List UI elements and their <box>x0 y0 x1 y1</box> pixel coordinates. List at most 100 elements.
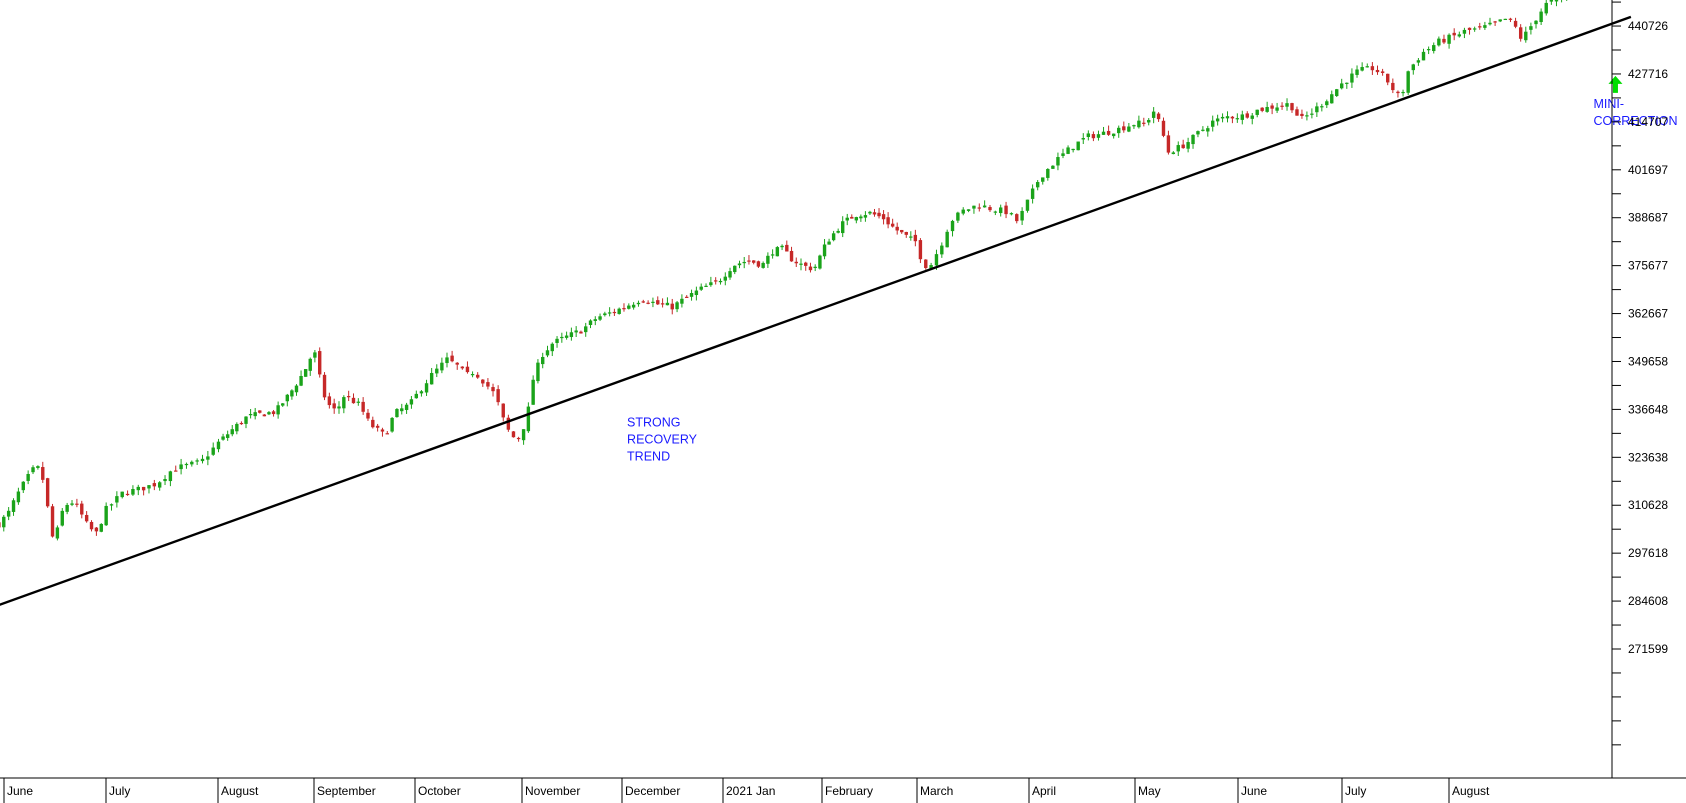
up-candle <box>248 408 253 419</box>
candle-body <box>641 301 645 303</box>
candle-body <box>216 441 221 450</box>
candle-body <box>1260 107 1264 111</box>
up-candle <box>1432 42 1436 54</box>
down-candle <box>646 300 650 305</box>
candle-body <box>1411 64 1415 71</box>
up-candle <box>1255 109 1259 118</box>
down-candle <box>481 379 485 387</box>
candle-body <box>1025 199 1030 211</box>
candle-body <box>1391 82 1395 91</box>
up-candle <box>1421 48 1426 61</box>
up-candle <box>1071 148 1075 153</box>
candle-body <box>859 216 863 219</box>
candle-body <box>900 229 904 233</box>
candle-body <box>506 417 511 430</box>
candle-body <box>1472 28 1477 30</box>
up-candle <box>704 283 708 288</box>
up-candle <box>813 264 817 272</box>
candle-body <box>886 217 890 225</box>
down-candle <box>465 361 470 374</box>
candle-body <box>977 207 981 209</box>
candle-body <box>299 375 303 386</box>
candle-body <box>195 460 199 462</box>
candle-body <box>26 473 30 481</box>
candle-body <box>239 422 244 425</box>
up-candle <box>267 411 271 416</box>
candle-body <box>248 414 253 416</box>
candle-body <box>281 403 285 406</box>
candle-body <box>988 207 992 211</box>
up-candle <box>60 508 64 527</box>
month-label: 2021 Jan <box>726 784 775 798</box>
down-candle <box>1380 68 1385 76</box>
candle-body <box>1320 106 1324 108</box>
candle-body <box>1503 18 1508 21</box>
down-candle <box>895 222 899 235</box>
down-candle <box>80 500 84 519</box>
price-tick-label: 427716 <box>1628 67 1668 81</box>
down-candle <box>1375 65 1380 75</box>
up-candle <box>1132 124 1136 129</box>
up-candle <box>564 331 569 340</box>
candle-body <box>131 488 135 495</box>
up-candle <box>1340 78 1344 90</box>
down-candle <box>1004 201 1008 219</box>
up-candle <box>593 316 597 326</box>
down-candle <box>1478 22 1482 30</box>
candle-body <box>1305 115 1309 117</box>
candle-body <box>163 478 167 482</box>
candle-body <box>794 261 798 264</box>
down-candle <box>75 498 79 508</box>
candle-body <box>1015 214 1019 222</box>
up-candle <box>868 210 872 216</box>
candle-body <box>804 262 808 266</box>
candle-body <box>285 394 290 402</box>
up-candle <box>818 254 822 270</box>
candle-body <box>1416 60 1421 63</box>
candle-body <box>651 301 655 303</box>
candle-body <box>536 362 540 382</box>
up-candle <box>569 327 574 341</box>
candle-body <box>1524 31 1528 41</box>
candle-body <box>756 261 761 267</box>
candle-body <box>1161 120 1166 136</box>
down-candle <box>371 416 375 429</box>
candle-body <box>665 302 670 306</box>
up-candle <box>1350 68 1354 88</box>
up-candle <box>31 465 35 475</box>
candle-body <box>206 456 210 460</box>
candle-body <box>440 362 444 371</box>
up-candle <box>1411 63 1415 75</box>
price-tick-label: 362667 <box>1628 307 1668 321</box>
up-candle <box>1211 115 1215 132</box>
down-candle <box>239 421 244 425</box>
up-candle <box>982 200 987 208</box>
up-candle <box>972 205 976 214</box>
down-candle <box>1166 130 1171 155</box>
down-candle <box>747 255 751 265</box>
up-candle <box>940 242 944 258</box>
up-candle <box>2 514 6 532</box>
up-candle <box>109 503 114 511</box>
candle-body <box>375 425 380 428</box>
candle-body <box>313 352 317 358</box>
down-candle <box>89 520 94 532</box>
candle-body <box>16 491 21 503</box>
up-candle <box>1206 125 1210 137</box>
candle-body <box>1220 116 1225 119</box>
candlestick-series <box>0 0 1568 541</box>
candle-body <box>713 280 718 282</box>
up-candle <box>157 481 162 491</box>
up-candle <box>120 491 124 499</box>
down-candle <box>516 436 521 442</box>
candle-body <box>1255 109 1259 115</box>
candle-body <box>141 486 146 491</box>
candle-body <box>564 335 569 338</box>
up-candle <box>414 390 419 399</box>
down-candle <box>904 231 908 238</box>
down-candle <box>881 210 886 225</box>
up-candle <box>617 307 621 315</box>
down-candle <box>506 414 511 432</box>
candle-body <box>429 372 434 385</box>
candle-body <box>1513 20 1518 27</box>
